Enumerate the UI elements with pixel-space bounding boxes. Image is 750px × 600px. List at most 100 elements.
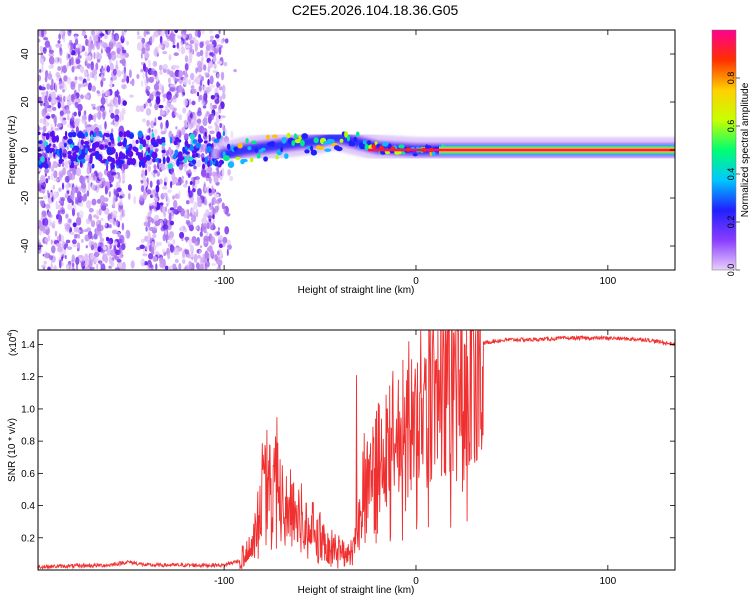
spectrogram-noise-mark [199,263,204,270]
spectrogram-noise-mark [87,82,92,91]
spectrogram-ridge-mark [250,157,254,163]
spectrogram-noise-mark [155,185,160,193]
spectrogram-noise-mark [39,224,46,232]
spectrogram-noise-mark [46,203,51,209]
spectrogram-noise-mark [147,211,152,217]
spectrogram-noise-mark [197,202,202,206]
spectrogram-band-mark [99,144,104,150]
spectrogram-noise-mark [39,45,44,52]
spectrogram-noise-mark [174,30,179,34]
spectrogram-noise-mark [175,91,179,98]
spectrogram-band-mark [98,130,102,138]
spectrogram-noise-mark [155,263,158,270]
spectrogram-noise-mark [84,266,91,270]
spectrogram-noise-mark [116,219,119,227]
spectrogram-noise-mark [42,139,45,148]
spectrogram-noise-mark [42,125,47,133]
spectrogram-noise-mark [187,173,191,179]
spectrogram-noise-mark [143,30,147,38]
spectrogram-band-mark [42,133,48,137]
spectrogram-noise-mark [97,111,102,120]
spectrogram-noise-mark [150,264,154,270]
spectrogram-noise-mark [153,30,159,38]
spectrogram-noise-mark [59,57,62,65]
spectrogram-noise-mark [91,85,96,92]
spectrogram-band-mark [118,159,125,165]
spectrogram-band-mark [115,151,118,160]
spectrogram-noise-mark [104,64,107,73]
spectrogram-noise-mark [182,259,186,264]
spectrogram-noise-mark [142,174,146,182]
spectrogram-noise-mark [83,82,89,87]
spectrogram-noise-mark [73,226,80,233]
spectrogram-noise-mark [41,109,45,117]
spectrogram-noise-mark [206,222,210,230]
spectrogram-band-mark [151,151,158,159]
spectrogram-noise-mark [184,45,191,49]
spectrogram-noise-mark [93,35,99,43]
spectrogram-noise-mark [84,94,90,100]
spectrogram-noise-mark [60,172,63,178]
spectrogram-noise-mark [61,119,67,126]
spectrogram-noise-mark [196,209,199,218]
spectrogram-noise-mark [47,211,52,218]
spectrogram-noise-mark [109,105,114,115]
spectrogram-noise-mark [200,245,203,249]
snr-y-axis: 0.2 0.4 0.6 0.8 1.0 1.2 1.4 [21,340,675,544]
spectrogram-noise-mark [178,84,183,93]
spectrogram-noise-mark [118,96,121,105]
spectrogram-noise-mark [59,81,63,85]
spectrogram-noise-mark [119,201,123,206]
spectrogram-ridge-mark [235,156,241,160]
spectrogram-noise-mark [135,105,141,113]
spectrogram-noise-mark [150,120,155,129]
spectrogram-noise-mark [221,202,225,210]
spectrogram-band-mark [125,155,129,160]
spectrogram-noise-mark [98,208,102,216]
spectrogram-noise-mark [223,61,228,67]
spectrogram-noise-mark [145,244,150,251]
spectrogram-noise-mark [83,110,87,116]
spectrogram-noise-mark [38,38,41,43]
spectrogram-noise-mark [216,231,220,236]
spectrogram-noise-mark [38,220,42,226]
svg-text:(x104): (x104) [7,329,19,356]
spectrogram-band-mark [81,158,86,164]
spectrogram-noise-mark [112,220,116,225]
spectrogram-noise-mark [59,259,62,269]
spectrogram-ridge-mark [382,141,389,147]
spectrogram-ridge-mark [269,141,276,147]
spectrogram-noise-mark [162,63,168,70]
spectrogram-x-tick-label: -100 [214,276,234,287]
spectrogram-noise-mark [203,64,207,71]
spectrogram-noise-mark [105,97,108,105]
spectrogram-noise-mark [158,105,164,109]
spectrogram-band-mark [117,142,123,147]
spectrogram-noise-mark [89,126,94,131]
spectrogram-noise-mark [178,79,182,83]
spectrogram-noise-mark [175,126,178,130]
spectrogram-noise-mark [54,230,58,237]
spectrogram-noise-mark [145,226,148,232]
spectrogram-band-mark [187,143,191,149]
spectrogram-y-tick-label: -20 [20,190,31,205]
spectrogram-noise-mark [151,226,156,231]
spectrogram-noise-mark [183,249,190,255]
spectrogram-noise-mark [62,89,65,93]
spectrogram-noise-mark [111,229,118,235]
spectrogram-noise-mark [189,181,193,185]
spectrogram-noise-mark [164,234,170,240]
spectrogram-noise-mark [85,245,88,249]
spectrogram-noise-mark [114,108,120,115]
spectrogram-noise-mark [174,258,179,264]
spectrogram-noise-mark [113,214,118,219]
spectrogram-noise-mark [100,41,105,47]
spectrogram-noise-mark [53,177,59,182]
spectrogram-noise-mark [51,97,56,104]
spectrogram-noise-mark [152,255,158,262]
spectrogram-noise-mark [159,256,164,264]
spectrogram-noise-mark [119,214,123,221]
spectrogram-noise-mark [183,214,188,219]
spectrogram-noise-mark [59,30,64,35]
spectrogram-noise-mark [48,49,55,54]
